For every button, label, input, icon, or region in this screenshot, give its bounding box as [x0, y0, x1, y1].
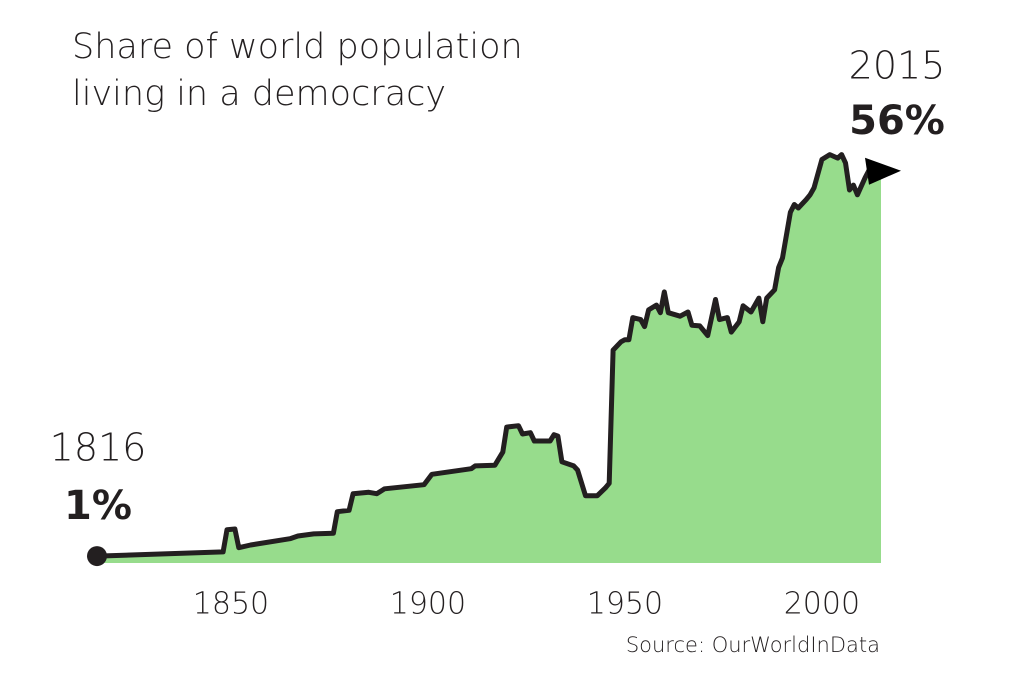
- start-dot: [87, 546, 107, 567]
- start-value-label: 1%: [64, 483, 132, 529]
- chart-title-line: Share of world population: [72, 27, 523, 67]
- line: [96, 152, 882, 559]
- x-tick-label: 1900: [390, 587, 466, 622]
- start-year-label: 1816: [50, 426, 147, 470]
- x-tick-label: 1850: [193, 587, 269, 622]
- x-tick-label: 2000: [784, 587, 860, 622]
- end-value-label: 56%: [849, 98, 945, 144]
- source: Source: OurWorldInData: [626, 633, 880, 657]
- x-tick-label: 1950: [587, 587, 663, 622]
- chart-title-line: living in a democracy: [72, 74, 446, 114]
- end-arrow: [865, 157, 901, 185]
- area: [97, 154, 881, 563]
- end-year-label: 2015: [849, 44, 946, 88]
